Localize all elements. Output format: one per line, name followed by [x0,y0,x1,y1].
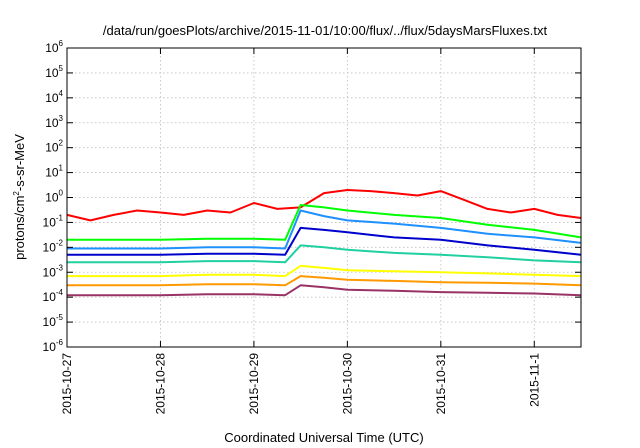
y-axis-label-main: protons/cm [12,196,27,260]
y-tick-exp: 5 [59,64,64,73]
y-tick-label: 10-6 [43,338,64,354]
series-line [67,244,582,264]
y-tick-label: 103 [45,114,63,130]
y-tick-base: 10 [45,191,59,205]
series-line [66,189,582,222]
y-tick-label: 102 [45,139,63,155]
y-tick-base: 10 [43,290,57,304]
y-tick-exp: -1 [56,213,64,222]
y-tick-exp: -6 [56,338,64,347]
series-line [67,275,582,287]
y-axis-label: protons/cm2-s-sr-MeV [12,134,27,260]
y-tick-exp: -4 [56,288,64,297]
grid-lines [66,48,581,347]
x-tick-label: 2015-10-30 [340,353,354,415]
chart-title: /data/run/goesPlots/archive/2015-11-01/1… [103,23,548,38]
y-tick-label: 100 [45,189,63,205]
series-line [67,204,582,241]
x-tick-label: 2015-10-27 [60,353,74,415]
x-tick-label: 2015-11-1 [527,353,541,407]
y-tick-exp: 3 [59,114,64,123]
y-tick-base: 10 [43,315,57,329]
y-tick-base: 10 [45,166,59,180]
y-tick-label: 10-4 [43,288,64,304]
y-tick-base: 10 [45,91,59,105]
y-tick-base: 10 [43,215,57,229]
y-tick-label: 105 [45,64,63,80]
y-tick-base: 10 [45,116,59,130]
y-tick-exp: 2 [59,139,64,148]
y-tick-base: 10 [43,340,57,354]
y-tick-label: 106 [45,39,63,55]
x-tick-label: 2015-10-31 [434,353,448,415]
x-tick-labels: 2015-10-27 2015-10-28 2015-10-29 2015-10-30… [60,353,541,415]
y-tick-labels: 10-610-510-410-310-210-11001011021031041… [43,39,64,354]
series-line [67,264,582,278]
x-axis-label: Coordinated Universal Time (UTC) [224,430,423,445]
y-tick-label: 10-2 [43,238,64,254]
y-tick-label: 101 [45,164,63,180]
y-tick-exp: 0 [59,189,64,198]
y-tick-exp: 6 [59,39,64,48]
y-tick-exp: 1 [59,164,64,173]
series-line [67,226,582,256]
series-group [66,189,582,297]
y-tick-label: 104 [45,89,63,105]
y-axis-label-rest: -s-sr-MeV [12,134,27,191]
y-tick-label: 10-1 [43,213,64,229]
y-tick-base: 10 [45,141,59,155]
y-axis-label-sup: 2 [12,191,21,196]
y-tick-base: 10 [45,41,59,55]
x-tick-label: 2015-10-28 [153,353,167,415]
y-tick-exp: -2 [56,238,64,247]
y-tick-base: 10 [43,240,57,254]
y-tick-exp: -3 [56,263,64,272]
y-tick-exp: 4 [59,89,64,98]
y-tick-exp: -5 [56,313,64,322]
y-tick-base: 10 [43,265,57,279]
series-line [67,284,582,297]
y-tick-base: 10 [45,66,59,80]
y-tick-label: 10-3 [43,263,64,279]
x-tick-label: 2015-10-29 [247,353,261,415]
tick-marks [66,47,581,348]
series-line [67,209,582,250]
y-tick-label: 10-5 [43,313,64,329]
